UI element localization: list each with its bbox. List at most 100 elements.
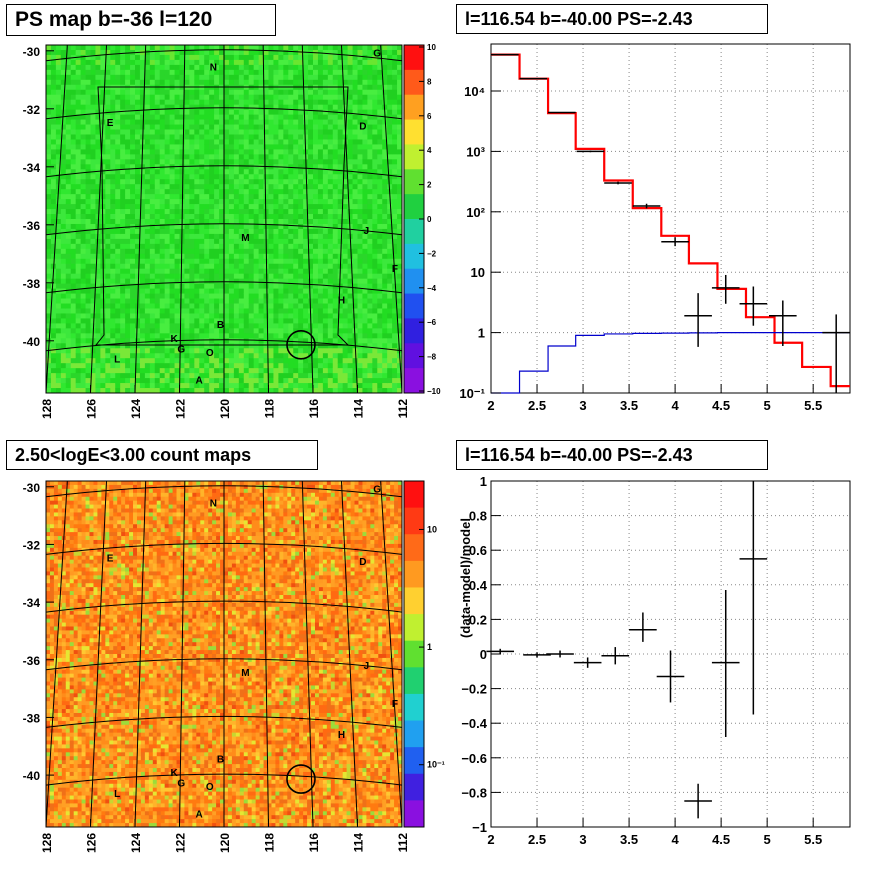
heatmap-cell bbox=[332, 199, 339, 205]
heatmap-cell bbox=[209, 243, 215, 250]
heatmap-cell bbox=[308, 139, 314, 145]
heatmap-cell bbox=[273, 159, 279, 165]
heatmap-cell bbox=[135, 248, 141, 255]
heatmap-cell bbox=[337, 179, 344, 185]
heatmap-cell bbox=[169, 343, 175, 349]
heatmap-cell bbox=[80, 109, 86, 115]
heatmap-cell bbox=[303, 293, 309, 299]
heatmap-cell bbox=[214, 139, 220, 145]
heatmap-cell bbox=[317, 288, 324, 294]
heatmap-cell bbox=[75, 368, 82, 374]
heatmap-cell bbox=[322, 209, 329, 215]
heatmap-cell bbox=[293, 129, 299, 135]
heatmap-cell bbox=[139, 348, 146, 354]
heatmap-cell bbox=[85, 84, 91, 91]
heatmap-cell bbox=[125, 263, 131, 270]
heatmap-cell bbox=[238, 223, 245, 230]
heatmap-cell bbox=[214, 189, 220, 195]
heatmap-cell bbox=[50, 74, 57, 81]
heatmap-cell bbox=[130, 238, 136, 245]
heatmap-cell bbox=[367, 328, 373, 334]
heatmap-cell bbox=[55, 194, 62, 200]
heatmap-cell bbox=[139, 199, 146, 205]
heatmap-cell bbox=[50, 99, 57, 106]
heatmap-cell bbox=[90, 139, 96, 145]
heatmap-cell bbox=[332, 368, 339, 374]
heatmap-cell bbox=[204, 343, 210, 349]
heatmap-cell bbox=[273, 353, 279, 359]
heatmap-cell bbox=[347, 343, 353, 349]
heatmap-cell bbox=[90, 228, 96, 235]
heatmap-cell bbox=[293, 373, 299, 379]
heatmap-cell bbox=[298, 59, 304, 66]
heatmap-cell bbox=[337, 223, 344, 230]
heatmap-cell bbox=[357, 154, 363, 160]
heatmap-cell bbox=[115, 283, 121, 289]
heatmap-cell bbox=[317, 328, 324, 334]
heatmap-cell bbox=[228, 174, 235, 180]
heatmap-cell bbox=[283, 94, 289, 101]
heatmap-cell bbox=[50, 189, 57, 195]
heatmap-cell bbox=[50, 293, 57, 299]
heatmap-cell bbox=[75, 169, 82, 175]
heatmap-cell bbox=[327, 64, 334, 71]
heatmap-cell bbox=[342, 348, 349, 354]
heatmap-cell bbox=[144, 303, 151, 309]
heatmap-cell bbox=[149, 363, 156, 369]
heatmap-cell bbox=[224, 144, 230, 150]
heatmap-cell bbox=[125, 298, 131, 304]
heatmap-cell bbox=[317, 199, 324, 205]
heatmap-cell bbox=[337, 368, 344, 374]
heatmap-cell bbox=[149, 45, 156, 51]
heatmap-cell bbox=[372, 248, 378, 255]
heatmap-cell bbox=[298, 278, 304, 285]
heatmap-cell bbox=[174, 199, 180, 205]
heatmap-cell bbox=[357, 238, 363, 245]
heatmap-cell bbox=[75, 288, 82, 294]
heatmap-cell bbox=[139, 159, 146, 165]
heatmap-cell bbox=[60, 358, 67, 364]
heatmap-cell bbox=[362, 134, 368, 140]
heatmap-cell bbox=[199, 149, 205, 155]
heatmap-cell bbox=[233, 79, 240, 86]
heatmap-cell bbox=[115, 293, 121, 299]
heatmap-cell bbox=[288, 273, 294, 280]
heatmap-cell bbox=[273, 318, 279, 324]
heatmap-cell bbox=[332, 378, 339, 384]
heatmap-cell bbox=[387, 238, 393, 245]
heatmap-cell bbox=[65, 154, 72, 160]
heatmap-cell bbox=[70, 258, 77, 265]
heatmap-cell bbox=[238, 204, 245, 210]
heatmap-cell bbox=[115, 288, 121, 294]
heatmap-cell bbox=[85, 293, 91, 299]
heatmap-cell bbox=[253, 358, 260, 364]
heatmap-cell bbox=[60, 283, 67, 289]
heatmap-cell bbox=[293, 144, 299, 150]
heatmap-cell bbox=[105, 179, 111, 185]
heatmap-cell bbox=[224, 388, 230, 393]
heatmap-cell bbox=[313, 124, 319, 130]
heatmap-cell bbox=[233, 179, 240, 185]
heatmap-cell bbox=[288, 303, 294, 309]
heatmap-cell bbox=[70, 209, 77, 215]
heatmap-cell bbox=[214, 69, 220, 76]
heatmap-cell bbox=[174, 353, 180, 359]
heatmap-cell bbox=[337, 199, 344, 205]
heatmap-cell bbox=[164, 124, 171, 130]
heatmap-cell bbox=[135, 194, 141, 200]
heatmap-cell bbox=[139, 343, 146, 349]
heatmap-cell bbox=[144, 164, 151, 170]
heatmap-cell bbox=[313, 109, 319, 115]
heatmap-cell bbox=[115, 323, 121, 329]
heatmap-cell bbox=[313, 238, 319, 245]
heatmap-cell bbox=[392, 383, 398, 389]
heatmap-cell bbox=[298, 273, 304, 280]
heatmap-cell bbox=[332, 189, 339, 195]
heatmap-cell bbox=[159, 209, 166, 215]
heatmap-cell bbox=[382, 59, 388, 66]
heatmap-cell bbox=[288, 159, 294, 165]
heatmap-cell bbox=[233, 144, 240, 150]
heatmap-cell bbox=[46, 94, 52, 101]
heatmap-cell bbox=[194, 238, 200, 245]
heatmap-cell bbox=[357, 283, 363, 289]
